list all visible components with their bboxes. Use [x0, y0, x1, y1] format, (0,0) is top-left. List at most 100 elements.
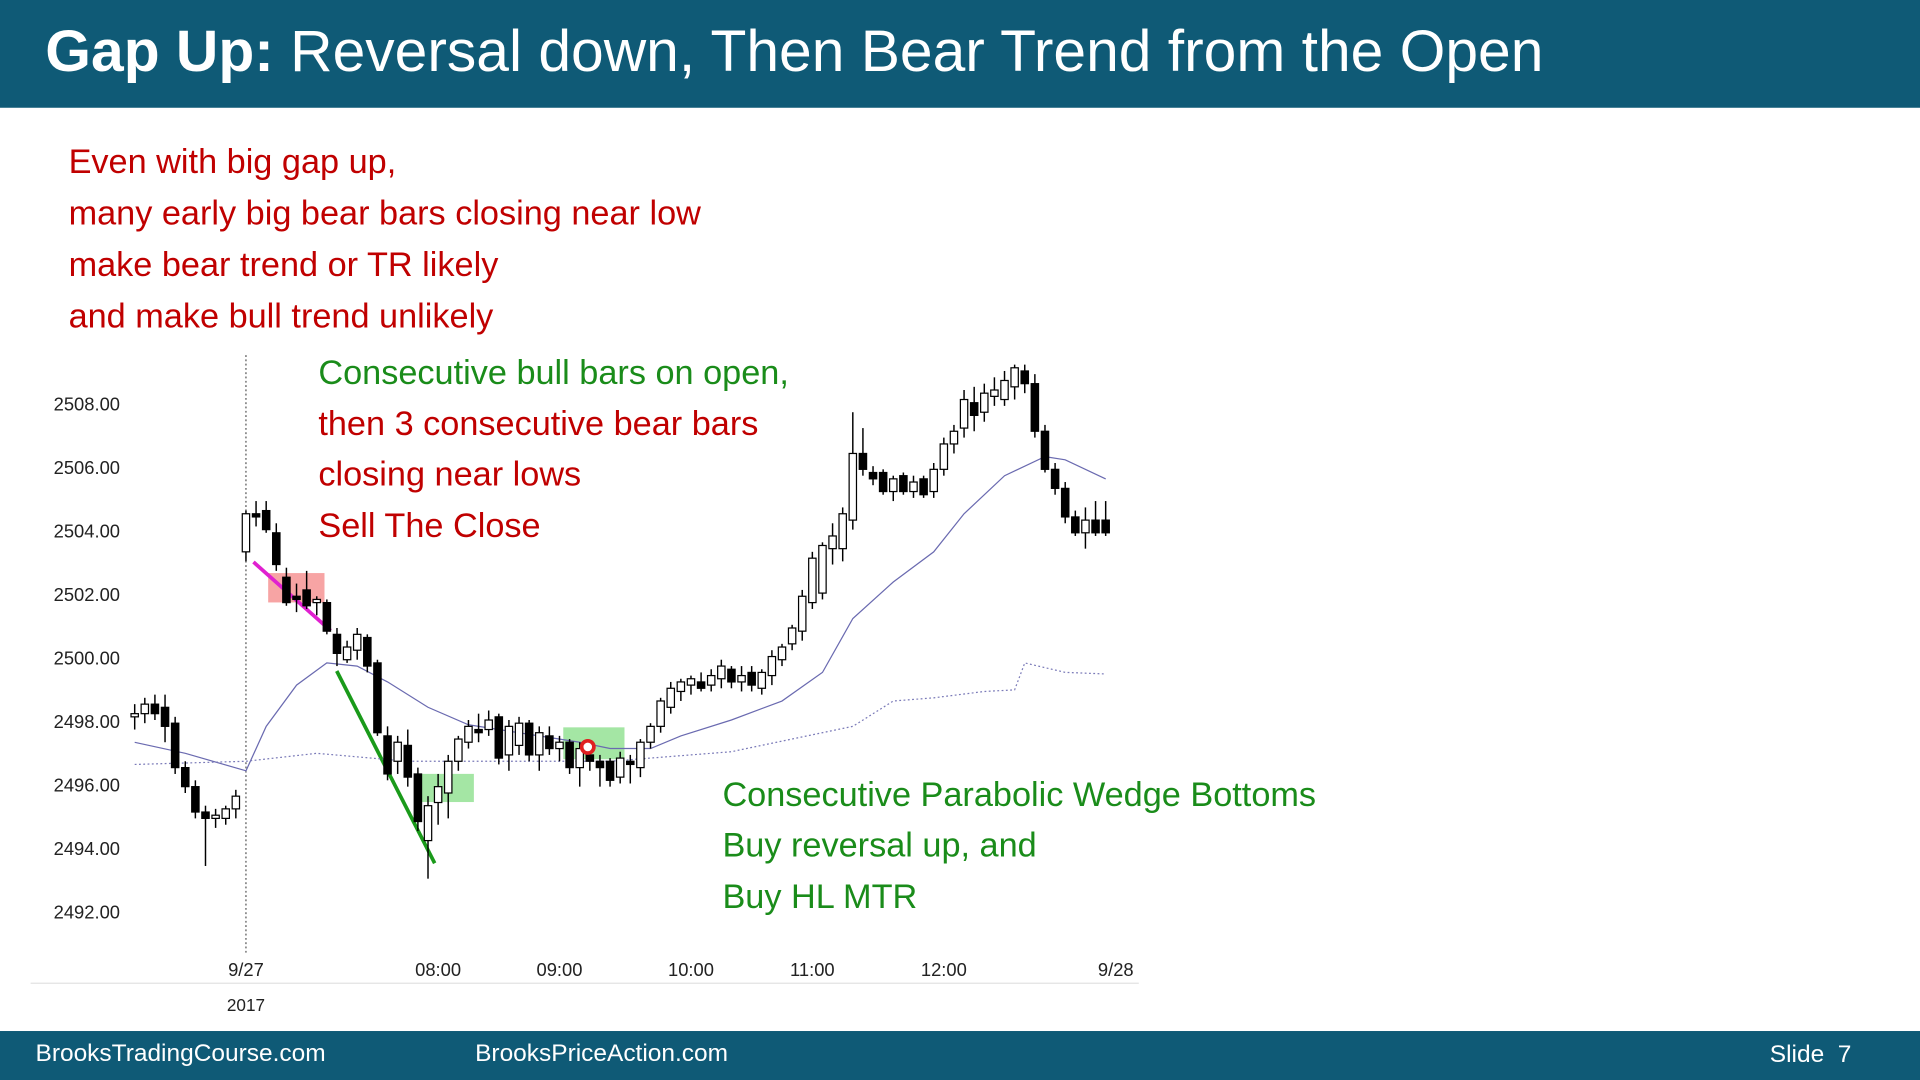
title-rest — [274, 19, 290, 84]
candle-body — [929, 468, 939, 493]
candle-body — [737, 674, 746, 683]
candle-body — [959, 398, 969, 429]
candle-body — [777, 646, 787, 661]
candle-body — [1030, 383, 1040, 432]
x-tick-label: 9/27 — [228, 959, 264, 980]
candle-body — [980, 392, 989, 413]
candle-body — [595, 760, 605, 769]
y-tick-label: 2496.00 — [54, 774, 120, 795]
candle-body — [524, 722, 534, 756]
candle-body — [990, 389, 999, 397]
y-tick-label: 2502.00 — [54, 584, 120, 605]
y-tick-label: 2508.00 — [54, 394, 120, 415]
y-tick-label: 2498.00 — [54, 711, 120, 732]
candle-body — [767, 655, 777, 677]
candle-body — [302, 589, 311, 607]
plot-area: 2492.00 2494.00 2496.00 2498.00 2500.00 2502.… — [54, 355, 1134, 1015]
candle-body — [636, 741, 645, 769]
candle-body — [231, 795, 241, 810]
footer-center: BrooksPriceAction.com — [475, 1040, 728, 1067]
candle-body — [626, 760, 635, 766]
candle-body — [757, 671, 767, 689]
candle-body — [221, 808, 231, 819]
candle-body — [1040, 430, 1050, 470]
candle-body — [969, 402, 979, 417]
candle-body — [575, 747, 585, 769]
x-tick-label: 9/28 — [1098, 959, 1134, 980]
candle-body — [322, 601, 332, 632]
candle-body — [545, 735, 554, 750]
title-main: Reversal down, Then Bear Trend from the … — [290, 19, 1543, 84]
annotation: Consecutive Parabolic Wedge Bottoms — [722, 776, 1316, 814]
annotation: Even with big gap up, — [69, 143, 397, 181]
annotation: closing near lows — [318, 455, 581, 493]
annotation: then 3 consecutive bear bars — [318, 405, 758, 443]
candle-body — [130, 713, 139, 718]
candle-body — [464, 725, 473, 743]
candle-body — [504, 725, 514, 756]
candle-body — [656, 700, 665, 727]
candle-body — [808, 557, 817, 604]
candle-body — [352, 633, 362, 651]
y-tick-label: 2504.00 — [54, 521, 120, 542]
candle-body — [797, 595, 807, 632]
candle-body — [676, 681, 686, 693]
candle-body — [514, 722, 524, 747]
y-tick-label: 2494.00 — [54, 838, 120, 859]
candle-body — [1020, 370, 1030, 385]
signal-marker — [579, 738, 596, 755]
candle-body — [585, 754, 595, 762]
candle-body — [868, 471, 878, 480]
candle-body — [615, 757, 625, 778]
candle-body — [727, 668, 736, 683]
candle-body — [878, 471, 888, 493]
candle-body — [383, 735, 392, 775]
candle-body — [646, 725, 655, 743]
candle-body — [443, 760, 453, 794]
candle-body — [494, 716, 504, 759]
candle-body — [363, 636, 372, 667]
annotation: many early big bear bars closing near lo… — [69, 195, 702, 233]
footer-bar — [0, 1031, 1920, 1080]
candle-body — [292, 595, 301, 601]
candle-body — [706, 674, 716, 686]
average-line — [134, 455, 1106, 772]
x-year-label: 2017 — [227, 995, 265, 1015]
footer-left: BrooksTradingCourse.com — [36, 1040, 326, 1067]
candle-body — [1091, 519, 1100, 534]
candle-body — [696, 681, 706, 689]
candle-body — [261, 509, 271, 531]
candle-body — [1071, 516, 1080, 534]
x-tick-label: 12:00 — [921, 959, 967, 980]
candle-body — [170, 722, 180, 769]
candle-body — [899, 475, 908, 493]
annotation: and make bull trend unlikely — [69, 297, 495, 335]
x-tick-label: 09:00 — [537, 959, 583, 980]
candle-body — [1060, 487, 1070, 518]
footer-slide: Slide 7 — [1770, 1041, 1852, 1068]
candle-body — [686, 678, 696, 686]
candle-body — [454, 738, 463, 762]
candle-body — [413, 773, 423, 823]
candle-body — [939, 443, 949, 470]
candle-body — [474, 728, 483, 734]
candle-body — [605, 760, 615, 781]
candle-body — [403, 744, 413, 778]
candle-body — [211, 814, 220, 819]
candle-body — [838, 513, 847, 550]
candle-body — [201, 811, 210, 819]
candle-body — [565, 741, 574, 769]
candle-body — [1000, 379, 1009, 401]
candle-body — [848, 452, 858, 521]
candle-body — [858, 452, 868, 470]
candle-body — [160, 706, 170, 727]
candle-body — [666, 687, 676, 708]
annotation: Buy HL MTR — [722, 878, 917, 916]
candle-body — [332, 633, 342, 654]
candle-body — [140, 703, 150, 715]
candle-body — [251, 513, 261, 518]
candle-body — [828, 535, 837, 550]
candle-body — [717, 665, 726, 680]
